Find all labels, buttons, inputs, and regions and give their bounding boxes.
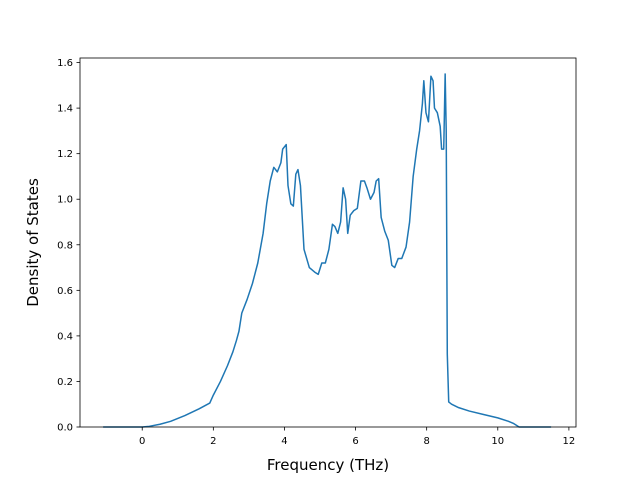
x-tick-label: 8: [423, 436, 429, 447]
y-tick-label: 1.2: [57, 149, 73, 160]
dos-series-line: [103, 73, 552, 428]
ticks-layer: 0 2 4 6 8 10 12 0.0 0.2 0.4 0.6 0.8 1.0 1.2 1.4 1.6: [57, 58, 575, 447]
y-tick-label: 0.6: [57, 286, 73, 297]
x-tick-label: 12: [563, 436, 576, 447]
x-tick-label: 6: [352, 436, 358, 447]
y-tick-label: 0.0: [57, 423, 73, 434]
y-tick-label: 0.2: [57, 377, 73, 388]
series-layer: [103, 73, 552, 428]
x-tick-label: 2: [210, 436, 216, 447]
x-tick-label: 4: [281, 436, 287, 447]
y-tick-label: 1.4: [57, 104, 73, 115]
y-axis-label: Density of States: [24, 178, 42, 307]
x-tick-label: 0: [139, 436, 145, 447]
x-axis-label: Frequency (THz): [267, 456, 389, 474]
x-tick-label: 10: [491, 436, 504, 447]
y-tick-label: 0.8: [57, 240, 73, 251]
y-tick-label: 0.4: [57, 331, 73, 342]
y-tick-label: 1.6: [57, 58, 73, 69]
y-tick-label: 1.0: [57, 195, 73, 206]
plot-frame: [79, 57, 577, 428]
